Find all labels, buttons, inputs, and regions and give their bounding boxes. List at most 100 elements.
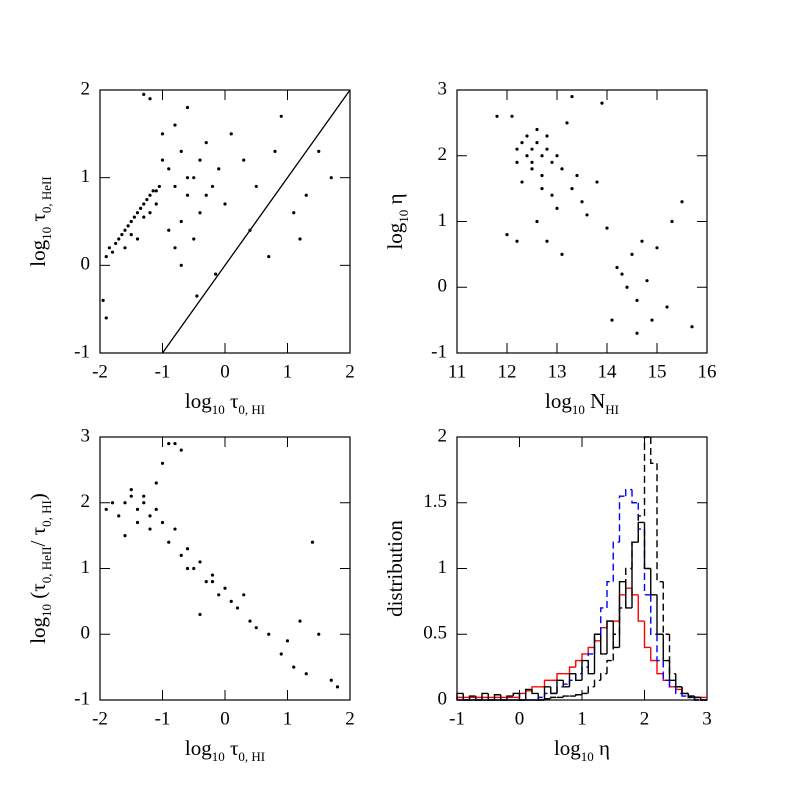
point xyxy=(139,206,143,210)
y-tick-label: 1 xyxy=(438,557,448,578)
point xyxy=(540,187,544,191)
histogram-step xyxy=(512,692,520,697)
histogram-step xyxy=(631,541,639,569)
y-tick-label: -1 xyxy=(431,341,447,362)
label-part: η xyxy=(594,736,610,760)
x-tick-label: 1 xyxy=(577,708,587,729)
histogram-step xyxy=(625,587,632,595)
label-part: log xyxy=(554,736,581,760)
y-tick-label: 0 xyxy=(438,276,448,297)
histogram-step xyxy=(600,634,607,655)
x-tick-label: -1 xyxy=(155,708,171,729)
point xyxy=(104,507,108,511)
point xyxy=(535,219,539,224)
point xyxy=(129,488,133,492)
histogram-step xyxy=(681,693,689,697)
histogram-step xyxy=(662,660,670,681)
y-tick-label: 1 xyxy=(81,557,91,578)
point xyxy=(129,219,133,224)
point xyxy=(192,237,196,241)
histogram-step xyxy=(550,696,557,699)
histogram-step xyxy=(518,693,526,701)
y-tick-label: -1 xyxy=(74,688,90,709)
label-part: log xyxy=(185,389,212,413)
histogram-step xyxy=(612,541,620,582)
histogram-step xyxy=(631,489,639,504)
point xyxy=(185,176,190,180)
axis-label: log10 τ0, HI xyxy=(185,389,265,417)
x-tick-label: 0 xyxy=(220,361,230,382)
point xyxy=(204,141,208,145)
histogram-step xyxy=(637,515,645,543)
x-tick-label: -1 xyxy=(155,361,171,382)
label-part: log xyxy=(185,736,212,760)
point xyxy=(135,211,140,215)
point xyxy=(123,534,127,538)
histogram-step xyxy=(600,607,607,635)
point xyxy=(292,211,296,215)
histogram-step xyxy=(643,621,651,649)
point xyxy=(645,279,649,283)
histogram-step xyxy=(618,495,626,543)
label-part: log xyxy=(26,239,50,266)
point xyxy=(570,94,574,99)
frame xyxy=(456,89,708,354)
histogram-step xyxy=(656,463,664,583)
histogram-step xyxy=(643,436,651,516)
point xyxy=(160,461,165,465)
histogram-step xyxy=(662,581,670,635)
point xyxy=(185,105,190,110)
point xyxy=(304,672,308,676)
y-tick-label: 2 xyxy=(438,144,448,165)
point xyxy=(132,215,136,219)
point xyxy=(600,101,604,105)
histogram-step xyxy=(593,679,601,687)
point xyxy=(610,318,614,322)
point xyxy=(148,527,152,531)
point xyxy=(157,184,161,189)
point xyxy=(235,606,240,610)
point xyxy=(167,167,171,171)
histogram-step xyxy=(612,621,620,649)
point xyxy=(317,632,321,636)
histogram-step xyxy=(600,673,607,681)
point xyxy=(123,228,127,232)
point xyxy=(223,586,227,590)
histogram-step xyxy=(581,666,589,674)
label-part: 0, HeII xyxy=(39,176,54,213)
point xyxy=(550,193,554,197)
x-tick-label: 15 xyxy=(648,361,667,382)
label-part: log xyxy=(545,389,572,413)
frame xyxy=(99,89,351,354)
label-part: τ xyxy=(225,389,239,413)
x-tick-label: 11 xyxy=(448,361,466,382)
point xyxy=(555,154,559,158)
x-tick-label: 1 xyxy=(283,361,293,382)
histogram-step xyxy=(675,673,682,688)
histogram-step xyxy=(606,620,614,654)
label-part: τ xyxy=(26,213,50,227)
point xyxy=(540,173,544,178)
point xyxy=(142,215,146,219)
point xyxy=(580,200,584,204)
point xyxy=(154,202,158,206)
point xyxy=(195,294,199,298)
histogram-step xyxy=(481,692,489,700)
point xyxy=(650,318,654,322)
histogram-step xyxy=(625,488,632,497)
point xyxy=(575,173,579,178)
point xyxy=(640,239,644,243)
reference-line xyxy=(161,89,351,354)
point xyxy=(192,176,196,180)
histogram-step xyxy=(681,686,689,695)
histogram-step xyxy=(500,694,507,701)
point xyxy=(242,593,246,597)
histogram-step xyxy=(531,689,539,695)
point xyxy=(204,193,208,197)
histogram-step xyxy=(531,686,539,691)
point xyxy=(298,237,302,241)
point xyxy=(173,123,177,127)
point xyxy=(329,176,333,180)
